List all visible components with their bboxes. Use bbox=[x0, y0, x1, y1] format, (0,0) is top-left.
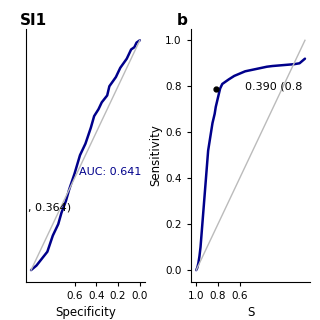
X-axis label: S: S bbox=[247, 306, 254, 319]
X-axis label: Specificity: Specificity bbox=[55, 306, 116, 319]
Text: 0.390 (0.8: 0.390 (0.8 bbox=[244, 82, 302, 92]
Text: AUC: 0.641: AUC: 0.641 bbox=[79, 167, 142, 177]
Y-axis label: Sensitivity: Sensitivity bbox=[149, 124, 163, 186]
Text: , 0.364): , 0.364) bbox=[28, 203, 71, 213]
Text: b: b bbox=[176, 12, 187, 28]
Text: SI1: SI1 bbox=[20, 12, 47, 28]
